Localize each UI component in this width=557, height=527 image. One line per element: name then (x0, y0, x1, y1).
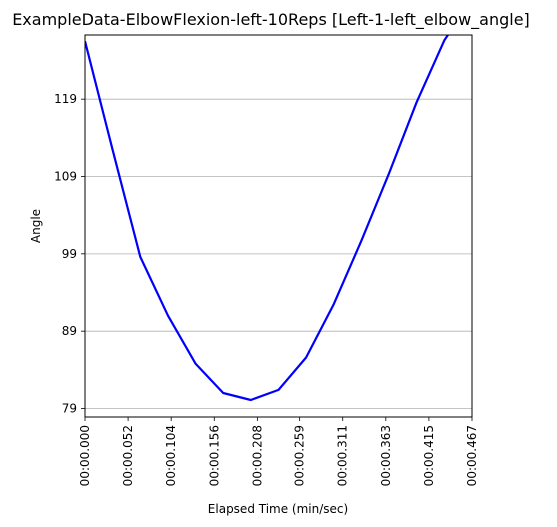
y-axis: 79 89 99 109 119 (54, 92, 85, 415)
series-layer (85, 35, 450, 402)
y-tick-label: 119 (54, 92, 77, 106)
x-axis: 00:00.000 00:00.052 00:00.104 00:00.156 00:0… (78, 417, 479, 486)
x-tick-label: 00:00.415 (422, 425, 436, 486)
x-tick-label: 00:00.104 (164, 425, 178, 486)
x-tick-label: 00:00.467 (465, 425, 479, 486)
chart-title: ExampleData-ElbowFlexion-left-10Reps [Le… (12, 10, 530, 30)
y-tick-label: 89 (62, 324, 77, 338)
x-tick-label: 00:00.259 (293, 425, 307, 486)
x-tick-label: 00:00.311 (336, 425, 350, 486)
x-tick-label: 00:00.208 (250, 425, 264, 486)
y-axis-label: Angle (29, 209, 43, 243)
y-gridlines (85, 98, 472, 409)
x-tick-label: 00:00.052 (121, 425, 135, 486)
plot-frame (84, 34, 473, 418)
y-tick-label: 79 (62, 401, 77, 415)
y-tick-label: 109 (54, 170, 77, 184)
x-axis-label: Elapsed Time (min/sec) (208, 502, 348, 516)
x-tick-label: 00:00.156 (207, 425, 221, 486)
series-line (85, 35, 450, 402)
x-tick-label: 00:00.363 (379, 425, 393, 486)
y-tick-label: 99 (62, 247, 77, 261)
x-tick-label: 00:00.000 (78, 425, 92, 486)
